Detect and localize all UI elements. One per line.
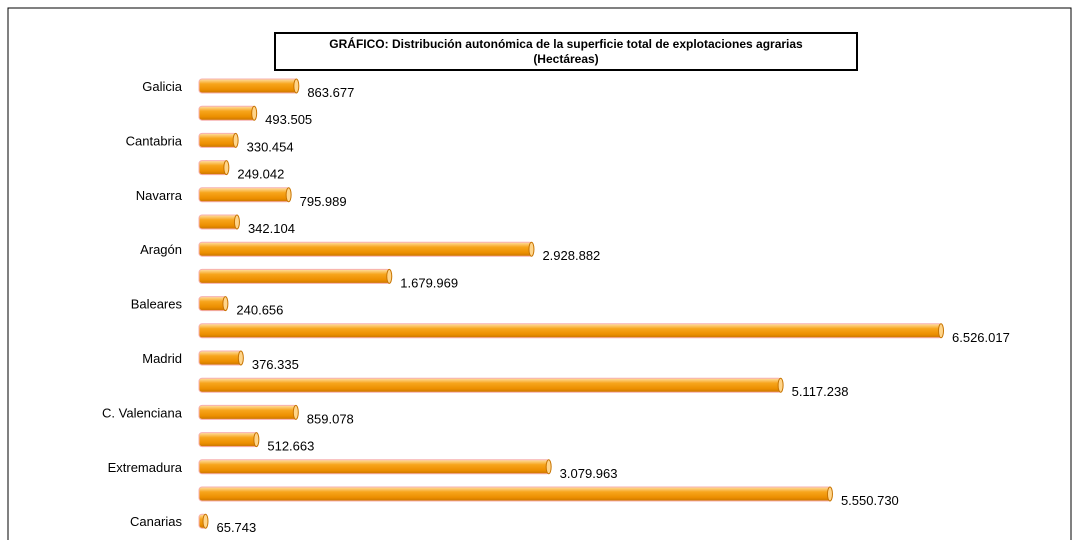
bar-end-cap <box>292 404 299 420</box>
value-label: 512.663 <box>267 439 314 454</box>
bar-1 <box>198 105 258 121</box>
chart-subtitle: (Hectáreas) <box>533 52 598 66</box>
bar-9 <box>198 323 944 339</box>
bar-11 <box>198 377 784 393</box>
value-label: 376.335 <box>252 357 299 372</box>
title-box <box>274 32 858 71</box>
bar-end-cap <box>222 296 229 312</box>
value-label: 493.505 <box>265 112 312 127</box>
bar-body <box>198 486 832 502</box>
bar-body <box>198 350 243 366</box>
bar-end-cap <box>233 214 240 230</box>
bar-end-cap <box>285 187 292 203</box>
bar-12 <box>198 404 299 420</box>
bar-body <box>198 268 391 284</box>
category-label: Madrid <box>142 351 182 366</box>
value-label: 863.677 <box>307 85 354 100</box>
bar-body <box>198 404 298 420</box>
bar-16 <box>198 513 209 529</box>
bar-end-cap <box>223 160 230 176</box>
category-label: Extremadura <box>108 460 183 475</box>
bar-body <box>198 105 256 121</box>
bar-body <box>198 377 783 393</box>
bar-end-cap <box>253 432 260 448</box>
bar-10 <box>198 350 244 366</box>
bar-end-cap <box>545 459 552 475</box>
bar-3 <box>198 160 230 176</box>
value-label: 1.679.969 <box>400 275 458 290</box>
category-label: C. Valenciana <box>102 405 183 420</box>
bar-end-cap <box>938 323 944 339</box>
category-label: Canarias <box>130 514 183 529</box>
bar-6 <box>198 241 535 257</box>
bars-layer <box>198 78 944 529</box>
bar-end-cap <box>237 350 244 366</box>
labels-layer: 863.677 Galicia 493.505 330.454 Cantabria 249… <box>102 79 1010 535</box>
bar-body <box>198 241 533 257</box>
value-label: 330.454 <box>247 139 294 154</box>
bar-15 <box>198 486 833 502</box>
chart-title: GRÁFICO: Distribución autonómica de la s… <box>329 36 803 51</box>
value-label: 342.104 <box>248 221 295 236</box>
value-label: 249.042 <box>237 167 284 182</box>
category-label: Baleares <box>131 297 183 312</box>
bar-end-cap <box>386 268 393 284</box>
bar-end-cap <box>826 486 833 502</box>
value-label: 5.117.238 <box>792 384 849 399</box>
value-label: 2.928.882 <box>542 248 600 263</box>
bar-end-cap <box>777 377 784 393</box>
bar-8 <box>198 296 229 312</box>
category-label: Cantabria <box>126 133 183 148</box>
category-label: Navarra <box>136 188 183 203</box>
bar-2 <box>198 132 239 148</box>
value-label: 795.989 <box>300 194 347 209</box>
value-label: 3.079.963 <box>560 466 618 481</box>
value-label: 859.078 <box>307 411 354 426</box>
bar-body <box>198 132 238 148</box>
value-label: 240.656 <box>236 303 283 318</box>
bar-body <box>198 78 298 94</box>
category-label: Aragón <box>140 242 182 257</box>
value-label: 5.550.730 <box>841 493 899 508</box>
bar-end-cap <box>251 105 258 121</box>
bar-end-cap <box>528 241 535 257</box>
value-label: 6.526.017 <box>952 330 1010 345</box>
bar-body <box>198 323 943 339</box>
bar-0 <box>198 78 300 94</box>
bar-end-cap <box>202 513 209 529</box>
category-label: Galicia <box>142 79 183 94</box>
bar-body <box>198 296 227 312</box>
plot-border <box>7 7 1072 545</box>
bar-4 <box>198 187 292 203</box>
bar-end-cap <box>293 78 300 94</box>
bar-14 <box>198 459 552 475</box>
bar-body <box>198 432 258 448</box>
bar-5 <box>198 214 240 230</box>
bar-body <box>198 160 228 176</box>
bar-body <box>198 187 291 203</box>
bar-13 <box>198 432 260 448</box>
bar-7 <box>198 268 393 284</box>
bar-end-cap <box>232 132 239 148</box>
bar-body <box>198 214 239 230</box>
value-label: 65.743 <box>216 520 256 535</box>
bar-body <box>198 459 551 475</box>
